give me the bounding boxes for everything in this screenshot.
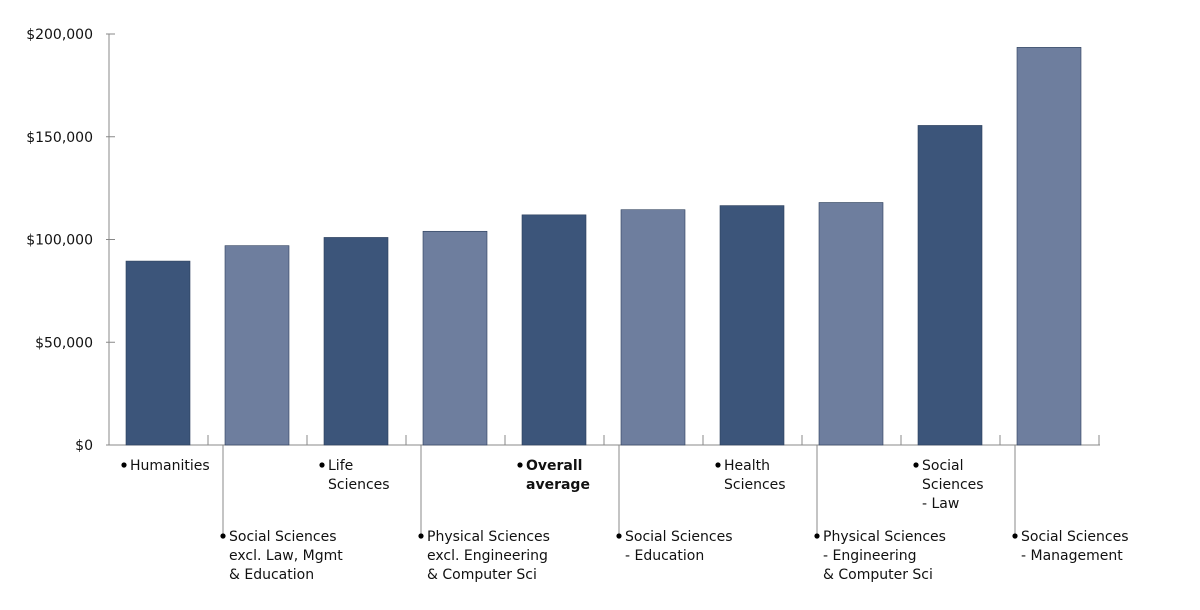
category-label-line: & Education: [229, 567, 314, 583]
category-label-line: Life: [328, 458, 353, 474]
category-label: Humanities: [130, 458, 210, 474]
category-labels: Humanities Social Sciences excl. Law, Mgmt…: [121, 445, 1129, 583]
category-label-line: Health: [724, 458, 770, 474]
label-bullet: [517, 462, 523, 468]
label-bullet: [913, 462, 919, 468]
category-label-line: Humanities: [130, 458, 210, 474]
category-label-line: Social: [922, 458, 964, 474]
category-label-line: & Computer Sci: [823, 567, 933, 583]
y-tick-label: $200,000: [26, 27, 93, 43]
y-tick-label: $50,000: [35, 335, 93, 351]
label-bullet: [715, 462, 721, 468]
category-label: Health Sciences: [724, 458, 786, 493]
category-label-line: & Computer Sci: [427, 567, 537, 583]
category-label-line: Social Sciences: [625, 529, 733, 545]
label-bullet: [121, 462, 127, 468]
bars: [125, 47, 1082, 446]
category-label-line: Social Sciences: [1021, 529, 1129, 545]
category-label-line: Physical Sciences: [427, 529, 550, 545]
category-label-line: Sciences: [328, 477, 390, 493]
label-bullet: [1012, 533, 1018, 539]
category-label: Social Sciences - Education: [625, 529, 733, 564]
category-label-line: excl. Law, Mgmt: [229, 548, 343, 564]
bar: [521, 214, 587, 446]
y-tick-label: $100,000: [26, 233, 93, 249]
category-label: Social Sciences excl. Law, Mgmt & Educatio…: [229, 529, 343, 583]
category-label: Overall average: [526, 458, 590, 493]
bar: [719, 205, 785, 446]
bar: [422, 230, 488, 446]
category-label-line: - Education: [625, 548, 704, 564]
label-bullet: [418, 533, 424, 539]
y-tick-label: $0: [75, 438, 93, 454]
category-label: Social Sciences - Management: [1021, 529, 1129, 564]
bar: [818, 202, 884, 446]
category-label: Physical Sciences excl. Engineering & Comp…: [427, 529, 550, 583]
category-label-line: average: [526, 477, 590, 493]
bar: [125, 260, 191, 446]
bar: [620, 209, 686, 446]
category-label: Physical Sciences - Engineering & Computer…: [823, 529, 946, 583]
category-label-line: Sciences: [724, 477, 786, 493]
category-label-line: Social Sciences: [229, 529, 337, 545]
y-tick-label: $150,000: [26, 130, 93, 146]
category-label-line: excl. Engineering: [427, 548, 548, 564]
bar: [917, 125, 983, 446]
label-bullet: [319, 462, 325, 468]
category-label: Social Sciences - Law: [922, 458, 984, 512]
label-bullet: [616, 533, 622, 539]
bar: [323, 237, 389, 446]
bar: [224, 245, 290, 446]
category-label-line: Sciences: [922, 477, 984, 493]
category-label-line: - Management: [1021, 548, 1123, 564]
category-label: Life Sciences: [328, 458, 390, 493]
category-label-line: - Engineering: [823, 548, 917, 564]
bar: [1016, 47, 1082, 446]
label-bullet: [220, 533, 226, 539]
category-label-line: Overall: [526, 458, 582, 474]
category-label-line: Physical Sciences: [823, 529, 946, 545]
label-bullet: [814, 533, 820, 539]
category-label-line: - Law: [922, 496, 959, 512]
